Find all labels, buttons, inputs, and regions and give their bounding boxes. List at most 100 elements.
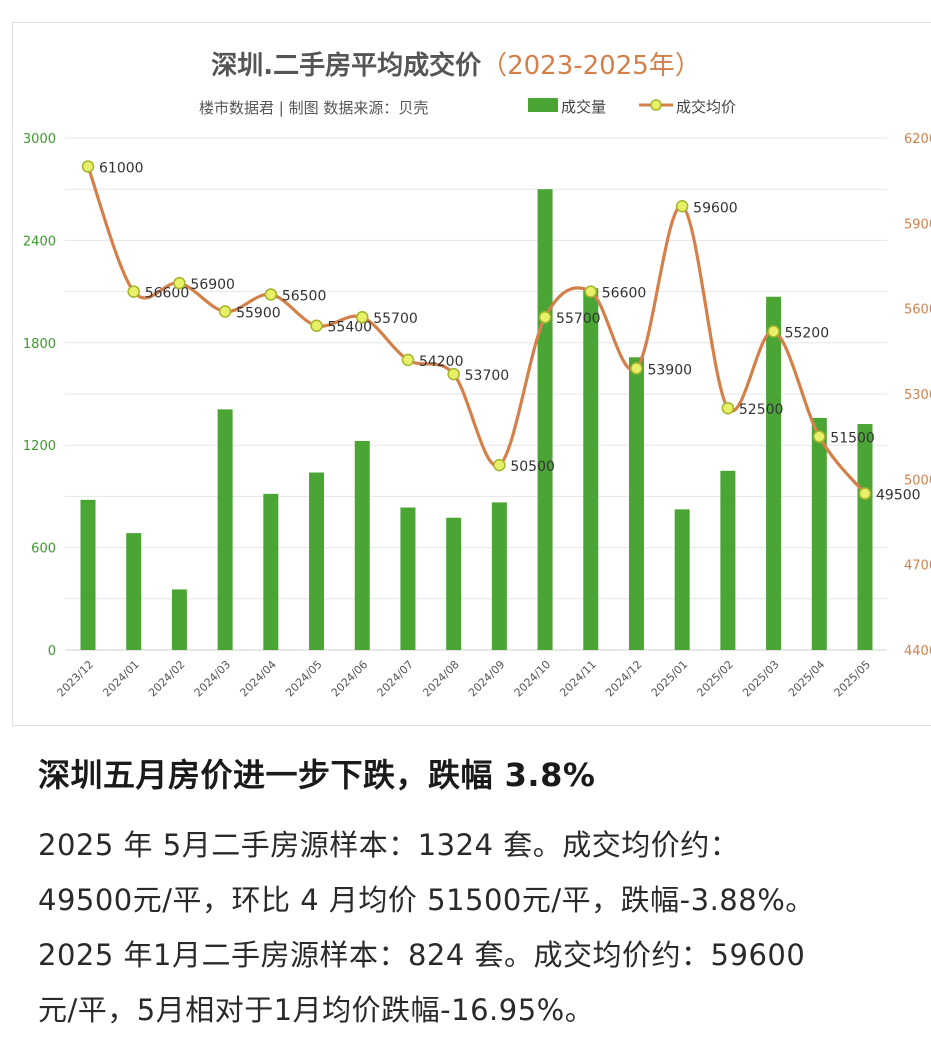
bar: [80, 499, 96, 650]
bar: [263, 493, 279, 650]
bar: [354, 440, 370, 650]
left-axis-tick: 0: [48, 644, 56, 659]
article-line: 2025 年 5月二手房源样本：1324 套。成交均价约：: [38, 828, 740, 862]
left-axis-tick: 600: [31, 542, 56, 557]
x-tick-label: 2024/09: [466, 658, 508, 700]
left-axis-tick: 1200: [23, 439, 56, 454]
price-marker: [218, 305, 232, 318]
article-line: 元/平，5月相对于1月均价跌幅-16.95%。: [38, 993, 595, 1027]
right-axis-tick: 62000: [904, 132, 931, 147]
article-line: 2025 年1月二手房源样本：824 套。成交均价约：59600: [38, 938, 806, 972]
x-tick-label: 2024/07: [375, 658, 417, 700]
legend-line-label: 成交均价: [676, 98, 736, 116]
price-label: 55700: [556, 311, 601, 327]
bar: [400, 507, 416, 650]
price-label: 49500: [876, 488, 921, 504]
bar: [446, 517, 462, 650]
bar: [766, 296, 782, 650]
price-marker: [310, 319, 323, 332]
chart-subtitle: 楼市数据君 | 制图 数据来源：贝壳: [199, 99, 428, 117]
x-tick-label: 2024/04: [237, 658, 279, 700]
bar: [217, 409, 233, 650]
price-label: 61000: [99, 160, 144, 176]
price-marker: [813, 430, 826, 443]
chart-svg: 深圳.二手房平均成交价（2023-2025年） 楼市数据君 | 制图 数据来源：贝…: [23, 50, 931, 700]
article: 深圳五月房价进一步下跌，跌幅 3.8% 2025 年 5月二手房源样本：1324…: [38, 752, 918, 1038]
price-label: 54200: [419, 354, 464, 370]
x-tick-label: 2024/10: [512, 658, 554, 700]
right-axis-tick: 53000: [904, 388, 931, 403]
article-body: 2025 年 5月二手房源样本：1324 套。成交均价约： 49500元/平，环…: [38, 818, 918, 1038]
price-label: 53700: [465, 368, 510, 384]
x-tick-label: 2025/04: [786, 658, 828, 700]
price-marker: [173, 276, 186, 290]
bar: [720, 470, 736, 650]
x-tick-label: 2024/01: [100, 658, 142, 700]
price-marker: [447, 367, 460, 381]
right-axis-tick: 56000: [904, 303, 931, 318]
bar: [126, 533, 142, 650]
legend-bar-swatch: [528, 98, 558, 112]
bar: [537, 189, 553, 650]
price-marker: [721, 401, 735, 415]
price-marker: [584, 285, 598, 298]
bar: [491, 502, 507, 650]
price-label: 56500: [282, 288, 327, 304]
price-marker: [81, 160, 95, 173]
bar: [628, 357, 644, 650]
price-marker: [675, 200, 689, 213]
x-tick-label: 2025/03: [740, 658, 782, 700]
bar: [309, 472, 325, 650]
price-label: 56600: [145, 286, 190, 302]
x-tick-label: 2024/06: [329, 658, 371, 700]
x-tick-label: 2025/01: [649, 658, 691, 700]
price-marker: [858, 487, 872, 500]
price-marker: [401, 353, 415, 367]
bar: [583, 288, 599, 650]
article-headline: 深圳五月房价进一步下跌，跌幅 3.8%: [38, 756, 596, 794]
price-label: 55400: [328, 320, 373, 336]
chart-card: 深圳.二手房平均成交价（2023-2025年） 楼市数据君 | 制图 数据来源：贝…: [12, 22, 931, 726]
x-tick-label: 2024/02: [146, 658, 188, 700]
chart-title: 深圳.二手房平均成交价（2023-2025年）: [211, 50, 701, 81]
x-tick-label: 2023/12: [55, 658, 97, 700]
right-axis-tick: 59000: [904, 217, 931, 232]
price-marker: [493, 458, 506, 472]
x-tick-label: 2024/08: [420, 658, 462, 700]
price-marker: [264, 288, 278, 301]
price-line: [86, 165, 867, 495]
price-label: 56900: [190, 277, 235, 293]
legend-line-marker: [650, 99, 662, 111]
price-marker: [127, 285, 140, 298]
left-axis-tick: 3000: [23, 132, 56, 147]
price-label: 52500: [739, 402, 784, 418]
price-label: 51500: [830, 431, 875, 447]
price-marker: [767, 325, 780, 338]
bar: [171, 589, 187, 650]
price-label: 53900: [647, 362, 692, 378]
bar: [857, 424, 873, 650]
x-tick-label: 2024/12: [603, 658, 645, 700]
price-label: 50500: [510, 459, 555, 475]
x-tick-label: 2024/11: [557, 658, 599, 700]
price-label: 59600: [693, 200, 738, 216]
price-marker: [355, 310, 369, 324]
price-label: 55900: [236, 306, 281, 322]
x-tick-label: 2024/05: [283, 658, 325, 700]
x-tick-label: 2025/05: [832, 658, 874, 700]
bar: [811, 417, 827, 650]
right-axis-tick: 44000: [904, 644, 931, 659]
left-axis-tick: 1800: [23, 337, 56, 352]
legend-bar-label: 成交量: [561, 98, 606, 116]
right-axis-tick: 50000: [904, 473, 931, 488]
left-axis-tick: 2400: [23, 234, 56, 249]
right-axis-tick: 47000: [904, 559, 931, 574]
price-marker: [630, 362, 643, 375]
price-label: 55200: [785, 325, 830, 341]
price-label: 55700: [373, 311, 418, 327]
x-tick-label: 2024/03: [192, 658, 234, 700]
price-marker: [538, 310, 552, 324]
article-line: 49500元/平，环比 4 月均价 51500元/平，跌幅-3.88%。: [38, 883, 815, 917]
x-tick-label: 2025/02: [694, 658, 736, 700]
bar: [674, 509, 690, 650]
